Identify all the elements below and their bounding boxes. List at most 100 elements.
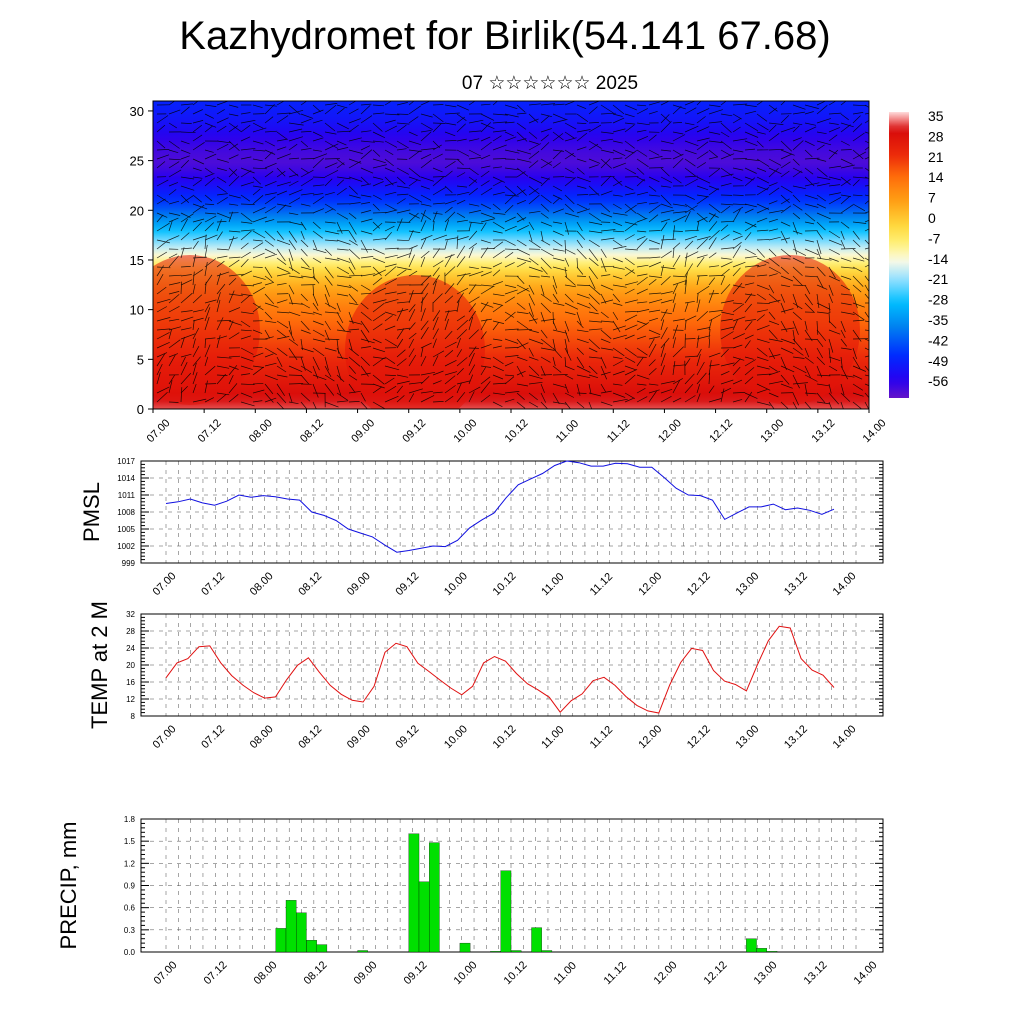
wind-barb — [312, 257, 322, 264]
wind-barb — [228, 237, 238, 241]
wind-barb — [384, 395, 399, 403]
wind-barb — [576, 365, 591, 373]
wind-barb — [300, 158, 315, 160]
wind-barb — [480, 141, 492, 151]
wind-barb — [732, 303, 745, 313]
wind-barb — [432, 104, 444, 106]
wind-barb — [456, 236, 469, 241]
wind-barb — [540, 401, 549, 409]
wind-barb — [684, 271, 688, 286]
wind-barb — [636, 264, 649, 268]
wind-barb — [408, 270, 418, 277]
wind-barb — [444, 254, 453, 268]
wind-barb — [600, 356, 607, 369]
wind-barb — [336, 104, 348, 109]
wind-barb — [612, 113, 623, 117]
wind-barb — [540, 293, 552, 302]
colorbar-label: -49 — [928, 353, 948, 369]
wind-barb — [564, 347, 572, 361]
wind-barb — [780, 248, 791, 258]
wind-barb — [168, 122, 177, 129]
x-tick-label: 09.00 — [349, 417, 377, 445]
wind-barb — [372, 203, 380, 211]
wind-barb — [816, 212, 831, 220]
wind-barb — [180, 266, 191, 268]
precip-bar — [459, 942, 471, 953]
wind-barb — [420, 129, 432, 133]
wind-barb — [348, 158, 362, 164]
wind-barb — [204, 173, 215, 178]
wind-barb — [216, 260, 225, 268]
wind-barb — [528, 140, 539, 145]
wind-barb — [276, 392, 287, 404]
wind-barb — [408, 332, 417, 340]
wind-barb — [420, 212, 431, 220]
wind-barb — [564, 167, 575, 174]
wind-barb — [408, 131, 418, 137]
wind-barb — [768, 284, 775, 294]
wind-barb — [468, 210, 481, 214]
wind-barb — [324, 169, 339, 178]
wind-barb — [276, 257, 287, 265]
wind-barb — [480, 301, 489, 313]
wind-barb — [852, 123, 863, 133]
colorbar-label: 0 — [928, 210, 936, 226]
wind-barb — [432, 355, 439, 367]
wind-barb — [372, 158, 386, 164]
wind-barb — [324, 140, 339, 149]
wind-barb — [324, 143, 339, 151]
wind-barb — [684, 158, 696, 167]
wind-barb — [840, 302, 852, 306]
wind-barb — [360, 401, 368, 409]
wind-barb — [636, 176, 646, 182]
wind-barb — [240, 212, 253, 223]
precip-bar — [316, 944, 328, 953]
x-tick-label: 12.12 — [685, 723, 713, 751]
wind-barb — [168, 109, 181, 115]
wind-barb — [384, 365, 400, 371]
wind-barb — [588, 221, 603, 225]
wind-barb — [468, 138, 480, 142]
wind-barb — [576, 293, 590, 299]
wind-barb — [384, 377, 395, 385]
wind-barb — [720, 348, 729, 358]
wind-barb — [648, 359, 656, 367]
wind-barb — [288, 197, 301, 205]
wind-barb — [660, 114, 670, 124]
wind-barb — [624, 149, 635, 154]
wind-barb — [324, 178, 333, 187]
wind-barb — [492, 262, 503, 268]
wind-barb — [156, 222, 170, 232]
wind-barb — [288, 180, 299, 187]
wind-barb — [660, 203, 673, 209]
wind-barb — [456, 273, 471, 277]
wind-barb — [576, 239, 583, 249]
wind-barb — [468, 176, 478, 183]
y-tick-label: 15 — [130, 253, 144, 268]
wind-barb — [300, 221, 307, 231]
wind-barb — [336, 266, 350, 275]
wind-barb — [480, 302, 494, 308]
wind-barb — [444, 240, 448, 250]
x-tick-label: 13.12 — [809, 417, 837, 445]
wind-barb — [492, 191, 505, 196]
wind-barb — [528, 221, 535, 231]
x-tick-label: 11.12 — [588, 571, 615, 598]
wind-barb — [564, 374, 574, 380]
wind-barb — [720, 268, 730, 277]
wind-barb — [864, 140, 869, 144]
wind-barb — [804, 167, 814, 175]
wind-barb — [528, 103, 541, 106]
wind-barb — [744, 293, 756, 296]
wind-barb — [540, 221, 553, 227]
wind-barb — [516, 149, 532, 155]
wind-barb — [348, 160, 361, 169]
wind-barb — [636, 276, 648, 286]
wind-barb — [564, 293, 574, 303]
wind-barb — [252, 346, 263, 349]
wind-barb — [864, 146, 869, 151]
wind-barb — [216, 292, 221, 304]
wind-barb — [312, 196, 325, 205]
wind-barb — [516, 287, 529, 295]
